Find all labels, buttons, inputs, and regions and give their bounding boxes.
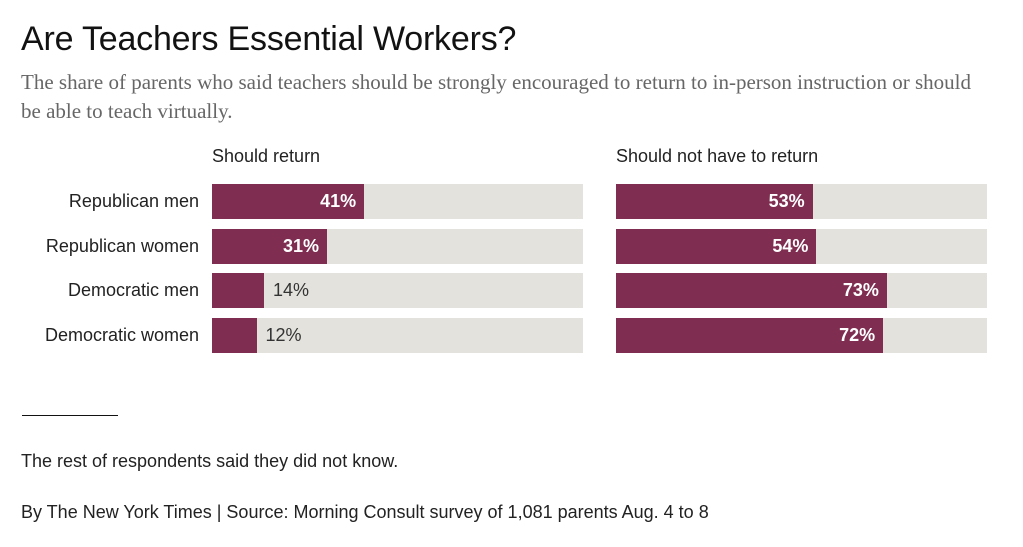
column-header-should-return: Should return [212, 146, 321, 166]
bar [212, 273, 264, 308]
bar-track: 14% [212, 273, 583, 308]
chart-subtitle: The share of parents who said teachers s… [21, 70, 972, 123]
bar-value-label: 54% [772, 236, 809, 256]
row-label: Republican men [68, 191, 199, 211]
bar [616, 184, 813, 219]
column-header-should-not-return: Should not have to return [616, 146, 819, 166]
footnote: The rest of respondents said they did no… [21, 451, 399, 471]
bar-value-label: 41% [320, 191, 357, 211]
bar [212, 184, 365, 219]
row-label: Republican women [45, 236, 199, 256]
bar-track: 31% [212, 229, 583, 264]
bar-track: 12% [212, 318, 583, 353]
bar-value-label: 31% [282, 236, 320, 256]
chart-title: Are Teachers Essential Workers? [21, 20, 517, 58]
bar-track: 73% [616, 273, 987, 308]
bar [616, 273, 887, 308]
bar-track: 53% [616, 184, 987, 219]
bar [212, 318, 257, 353]
bar-track: 54% [616, 229, 987, 264]
bar-value-label: 73% [842, 280, 879, 300]
bar-value-label: 14% [272, 280, 309, 300]
bar [212, 229, 327, 264]
divider [22, 415, 118, 416]
bar-value-label: 12% [265, 325, 302, 345]
row-label: Democratic women [44, 325, 199, 345]
bar-value-label: 72% [839, 325, 876, 345]
source-credit: By The New York Times | Source: Morning … [21, 502, 709, 522]
bar-value-label: 53% [768, 191, 805, 211]
row-label: Democratic men [67, 280, 199, 300]
bar-track: 41% [212, 184, 583, 219]
bar [616, 229, 817, 264]
bar-track: 72% [616, 318, 987, 353]
bar [616, 318, 884, 353]
